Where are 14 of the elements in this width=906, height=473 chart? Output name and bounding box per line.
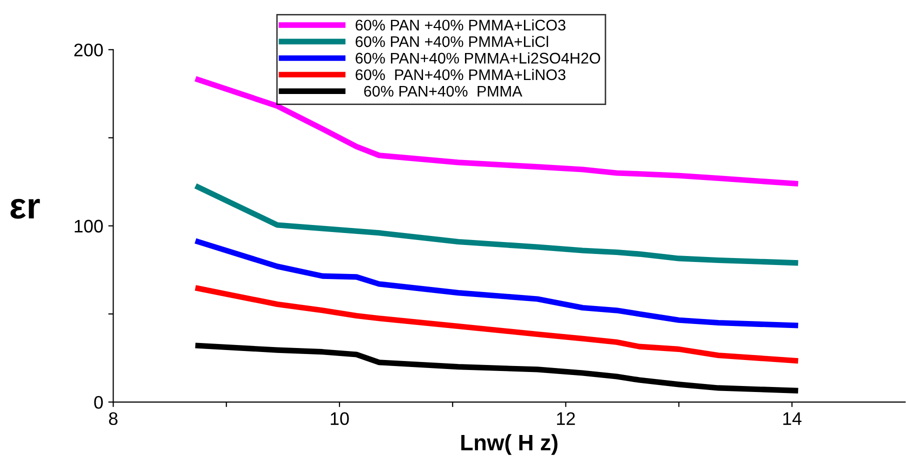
x-tick-label: 8 <box>109 412 118 426</box>
x-tick-label: 10 <box>330 412 349 426</box>
legend-label: 60% PAN+40% PMMA+Li2SO4H2O <box>356 52 600 64</box>
y-tick-label: 200 <box>74 44 103 56</box>
y-tick-label: 100 <box>74 220 103 233</box>
legend-label: 60% PAN +40% PMMA+LiCO3 <box>356 19 566 31</box>
x-axis-title: Lnw( H z) <box>461 434 558 455</box>
y-tick-label: 0 <box>94 396 103 409</box>
legend-label: 60% PAN+40% PMMA <box>364 86 522 97</box>
legend-label: 60% PAN +40% PMMA+LiCl <box>356 36 548 48</box>
x-tick-label: 14 <box>783 412 802 425</box>
y-axis-title: εr <box>10 198 40 219</box>
legend-label: 60% PAN+40% PMMA+LiNO3 <box>356 68 566 80</box>
x-tick-label: 12 <box>557 412 575 425</box>
